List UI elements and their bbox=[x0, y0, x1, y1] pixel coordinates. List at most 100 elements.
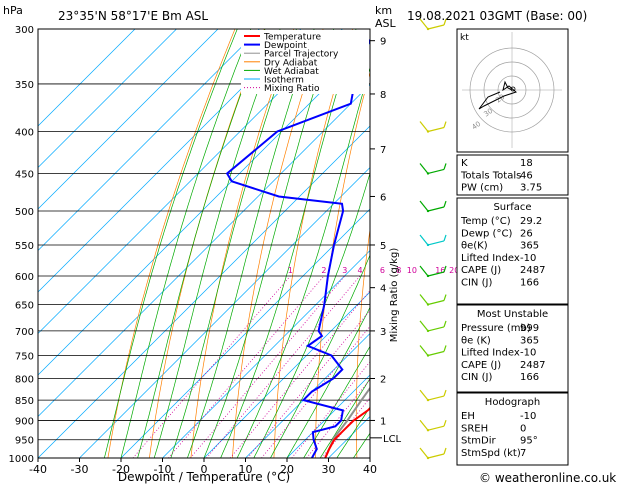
wind-barb-feather bbox=[443, 163, 447, 170]
index-value: 3.75 bbox=[520, 183, 542, 194]
pressure-tick-label: 900 bbox=[15, 416, 34, 427]
most-unstable-value: 999 bbox=[520, 323, 539, 334]
legend-label: Parcel Trajectory bbox=[264, 50, 339, 60]
most-unstable-value: -10 bbox=[520, 348, 536, 359]
mixing-ratio-line bbox=[132, 275, 291, 458]
mixing-ratio-line bbox=[206, 275, 361, 458]
km-tick-label: 8 bbox=[380, 90, 386, 101]
wind-barb-shaft bbox=[419, 121, 429, 132]
pressure-tick-label: 800 bbox=[15, 374, 34, 385]
legend-label: Dewpoint bbox=[264, 41, 307, 51]
isotherm bbox=[245, 333, 370, 458]
pressure-tick-label: 600 bbox=[15, 272, 34, 283]
wind-barb-flag bbox=[427, 271, 445, 277]
isotherm bbox=[38, 29, 177, 168]
mixing-ratio-label: 2 bbox=[321, 266, 326, 275]
hodograph-frame bbox=[456, 28, 569, 153]
parcel-trajectory-line bbox=[324, 386, 370, 458]
index-label: PW (cm) bbox=[461, 183, 503, 194]
surface-label: CAPE (J) bbox=[461, 265, 501, 276]
index-value: 18 bbox=[520, 158, 533, 169]
wind-barb-shaft bbox=[419, 18, 429, 30]
wind-barb-base bbox=[426, 354, 430, 357]
km-tick-label: 6 bbox=[380, 192, 386, 203]
hodograph-table-label: StmSpd (kt) bbox=[461, 448, 521, 459]
pressure-tick-label: 450 bbox=[15, 169, 34, 180]
pressure-axis: 300 350 400 450 500 550 600 650 700 750 800 850 900 9… bbox=[9, 25, 34, 465]
km-tick-label: 3 bbox=[380, 327, 386, 338]
hodograph-storm-marker bbox=[510, 86, 516, 92]
most-unstable-value: 365 bbox=[520, 335, 539, 346]
hodograph-ring-label-40: 40 bbox=[470, 120, 482, 132]
indices-box bbox=[456, 154, 569, 196]
most-unstable-label: θe (K) bbox=[461, 335, 491, 346]
isotherm bbox=[38, 29, 343, 334]
wind-barb-base bbox=[426, 27, 430, 31]
hodograph-unit: kt bbox=[460, 33, 469, 43]
isotherm bbox=[38, 29, 260, 251]
index-value: 46 bbox=[520, 170, 533, 181]
isotherm bbox=[38, 29, 219, 210]
x-tick-label: 30 bbox=[322, 463, 336, 476]
wet-adiabat bbox=[104, 29, 238, 458]
wind-barb-feather bbox=[443, 389, 447, 397]
pressure-tick-label: 400 bbox=[15, 128, 34, 139]
dry-adiabat bbox=[577, 29, 606, 458]
wind-barb-flag bbox=[427, 168, 445, 175]
most-unstable-value: 166 bbox=[520, 372, 539, 383]
mixing-ratio-line bbox=[247, 309, 370, 458]
wind-barb-shaft bbox=[419, 265, 429, 277]
wind-barb-shaft bbox=[419, 200, 429, 212]
wind-barb-base bbox=[426, 429, 430, 432]
surface-value: 166 bbox=[520, 278, 539, 289]
surface-label: θe(K) bbox=[461, 241, 488, 252]
wet-adiabat bbox=[286, 306, 370, 458]
wind-barb-feather bbox=[443, 200, 447, 208]
surface-label: CIN (J) bbox=[461, 278, 492, 289]
wind-barb-flag bbox=[427, 395, 445, 401]
wind-barb-feather bbox=[443, 447, 447, 455]
wind-barb-shaft bbox=[419, 234, 429, 246]
most-unstable-value: 2487 bbox=[520, 360, 545, 371]
isotherm bbox=[79, 167, 370, 458]
surface-label: Lifted Index bbox=[461, 253, 520, 264]
pressure-tick-label: 650 bbox=[15, 301, 34, 312]
wind-barb-base bbox=[426, 130, 430, 133]
wind-barb-base bbox=[426, 274, 430, 278]
header-unit-left: hPa bbox=[3, 4, 23, 17]
pressure-tick-label: 300 bbox=[15, 25, 34, 36]
x-tick-label: -20 bbox=[112, 463, 130, 476]
wind-barb-base bbox=[426, 209, 430, 213]
mixing-ratio-line bbox=[190, 275, 346, 458]
x-tick-label: 40 bbox=[363, 463, 377, 476]
wet-adiabat bbox=[336, 406, 370, 458]
isotherm bbox=[203, 291, 370, 458]
legend-label: Wet Adiabat bbox=[264, 67, 319, 77]
x-tick-label: -30 bbox=[71, 463, 89, 476]
km-tick-label: 5 bbox=[380, 241, 386, 252]
surface-value: 26 bbox=[520, 228, 533, 239]
wind-barb-feather bbox=[443, 121, 447, 128]
wind-barb-feather bbox=[443, 345, 447, 352]
index-label: Totals Totals bbox=[460, 170, 521, 181]
pressure-tick-label: 500 bbox=[15, 207, 34, 218]
mixing-ratio-label: 3 bbox=[342, 266, 347, 275]
wind-barb-base bbox=[426, 398, 430, 402]
dry-adiabat bbox=[107, 29, 236, 458]
x-tick-label: -10 bbox=[154, 463, 172, 476]
index-label: K bbox=[461, 158, 468, 169]
profiles bbox=[225, 37, 370, 458]
wind-barb-shaft bbox=[419, 345, 429, 356]
hodograph-table-value: 0 bbox=[520, 423, 526, 434]
skewt-plot: 3003504004505005506006507007508008509009… bbox=[9, 18, 606, 484]
x-tick-label: 0 bbox=[201, 463, 208, 476]
isotherm bbox=[286, 374, 370, 458]
legend-label: Temperature bbox=[263, 33, 321, 43]
header-location: 23°35'N 58°17'E Bm ASL bbox=[58, 9, 208, 23]
wind-barb-shaft bbox=[419, 389, 429, 401]
wind-barbs bbox=[419, 18, 447, 460]
height-axis: 9 8 7 6 5 4 3 2 1 bbox=[370, 37, 386, 439]
